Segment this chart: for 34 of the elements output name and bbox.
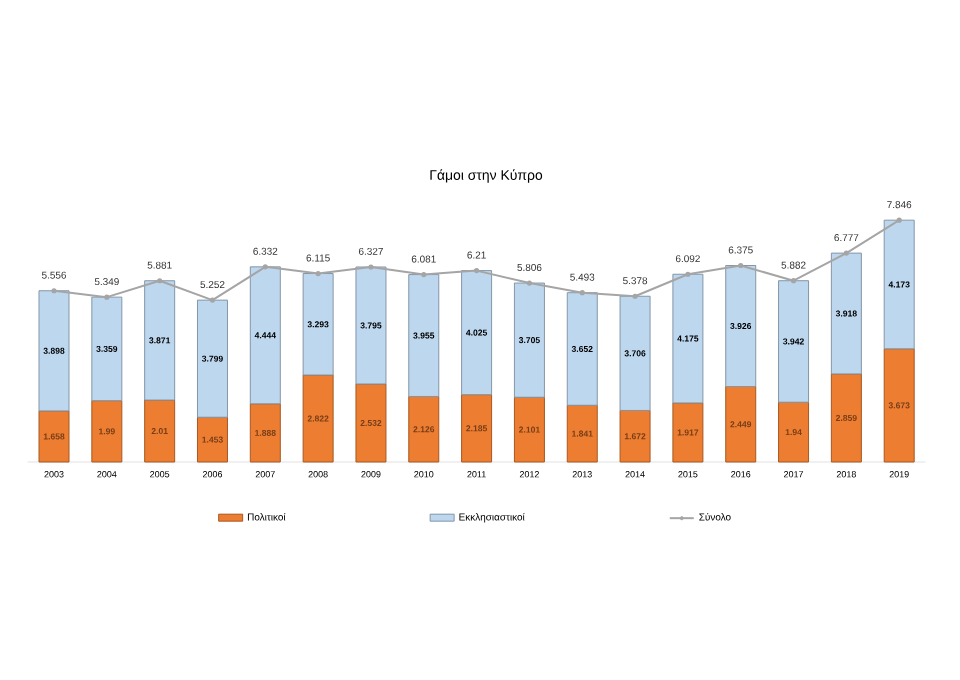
bar xyxy=(144,399,176,463)
bar xyxy=(566,404,598,463)
bar xyxy=(355,266,387,385)
bar xyxy=(91,296,123,402)
bar xyxy=(725,265,757,388)
bar xyxy=(513,396,545,463)
bar xyxy=(830,373,862,463)
bar xyxy=(408,395,440,463)
bar xyxy=(302,374,334,463)
bar xyxy=(38,290,70,412)
bar xyxy=(725,386,757,463)
bar xyxy=(883,219,915,350)
bar xyxy=(355,383,387,463)
bar xyxy=(38,410,70,463)
bar xyxy=(408,274,440,397)
bar xyxy=(778,401,810,463)
bar xyxy=(830,252,862,375)
bar xyxy=(196,416,228,463)
bar xyxy=(249,403,281,463)
bar xyxy=(196,299,228,418)
bar xyxy=(883,348,915,463)
bar xyxy=(513,282,545,398)
bar xyxy=(672,273,704,404)
bar xyxy=(144,280,176,401)
bar xyxy=(91,400,123,463)
bar xyxy=(249,266,281,405)
bar xyxy=(461,270,493,396)
bar xyxy=(302,273,334,376)
bar xyxy=(566,292,598,406)
bar xyxy=(619,409,651,463)
bar xyxy=(461,394,493,463)
bar xyxy=(778,280,810,403)
bar xyxy=(619,295,651,411)
bar xyxy=(672,402,704,463)
